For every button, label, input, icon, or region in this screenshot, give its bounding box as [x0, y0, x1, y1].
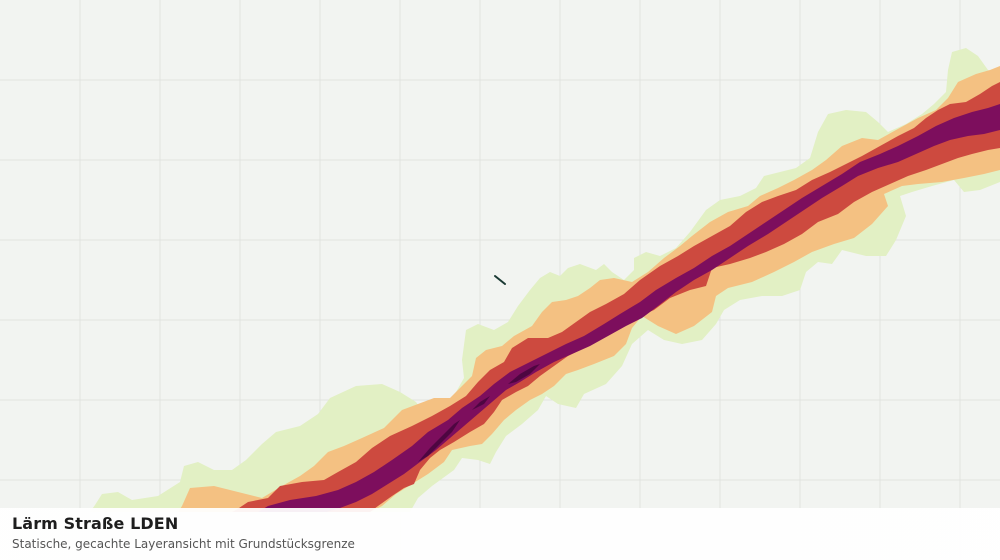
- layer-subtitle: Statische, gecachte Layeransicht mit Gru…: [12, 537, 355, 551]
- noise-band-low: [178, 66, 1000, 512]
- noise-band-peak: [418, 420, 460, 462]
- noise-band-lowest: [90, 48, 1000, 512]
- noise-band-peak: [472, 396, 490, 410]
- parcel-boundary[interactable]: [494, 275, 506, 285]
- noise-band-high: [232, 82, 1000, 512]
- noise-band-highest: [258, 104, 1000, 512]
- noise-band-peak: [508, 364, 540, 384]
- map-caption: Lärm Straße LDEN Statische, gecachte Lay…: [0, 508, 1000, 560]
- layer-title: Lärm Straße LDEN: [12, 514, 179, 533]
